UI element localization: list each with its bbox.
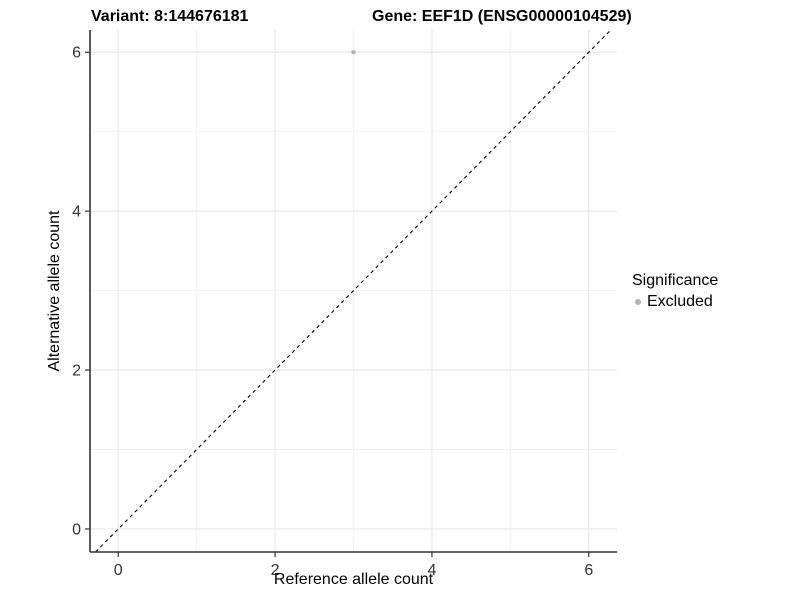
- legend-title: Significance: [632, 272, 719, 289]
- legend-item-label: Excluded: [647, 293, 713, 310]
- plot-title-gene: Gene: EEF1D (ENSG00000104529): [372, 8, 632, 25]
- y-axis-label: Alternative allele count: [46, 210, 63, 372]
- x-tick-label: 0: [114, 562, 123, 579]
- y-tick-label: 6: [72, 45, 81, 62]
- x-tick-label: 2: [271, 562, 280, 579]
- y-tick-label: 0: [72, 521, 81, 538]
- legend: Significance Excluded: [632, 271, 718, 312]
- legend-point-icon: [635, 299, 641, 305]
- x-tick-label: 6: [584, 562, 593, 579]
- plot-title-variant: Variant: 8:144676181: [91, 8, 249, 25]
- legend-item-excluded: Excluded: [632, 292, 718, 312]
- y-tick-label: 4: [72, 204, 81, 221]
- identity-line: [95, 29, 612, 553]
- data-point: [351, 49, 356, 55]
- y-tick-label: 2: [72, 363, 81, 380]
- x-axis-label: Reference allele count: [273, 571, 434, 588]
- x-tick-label: 4: [427, 562, 436, 579]
